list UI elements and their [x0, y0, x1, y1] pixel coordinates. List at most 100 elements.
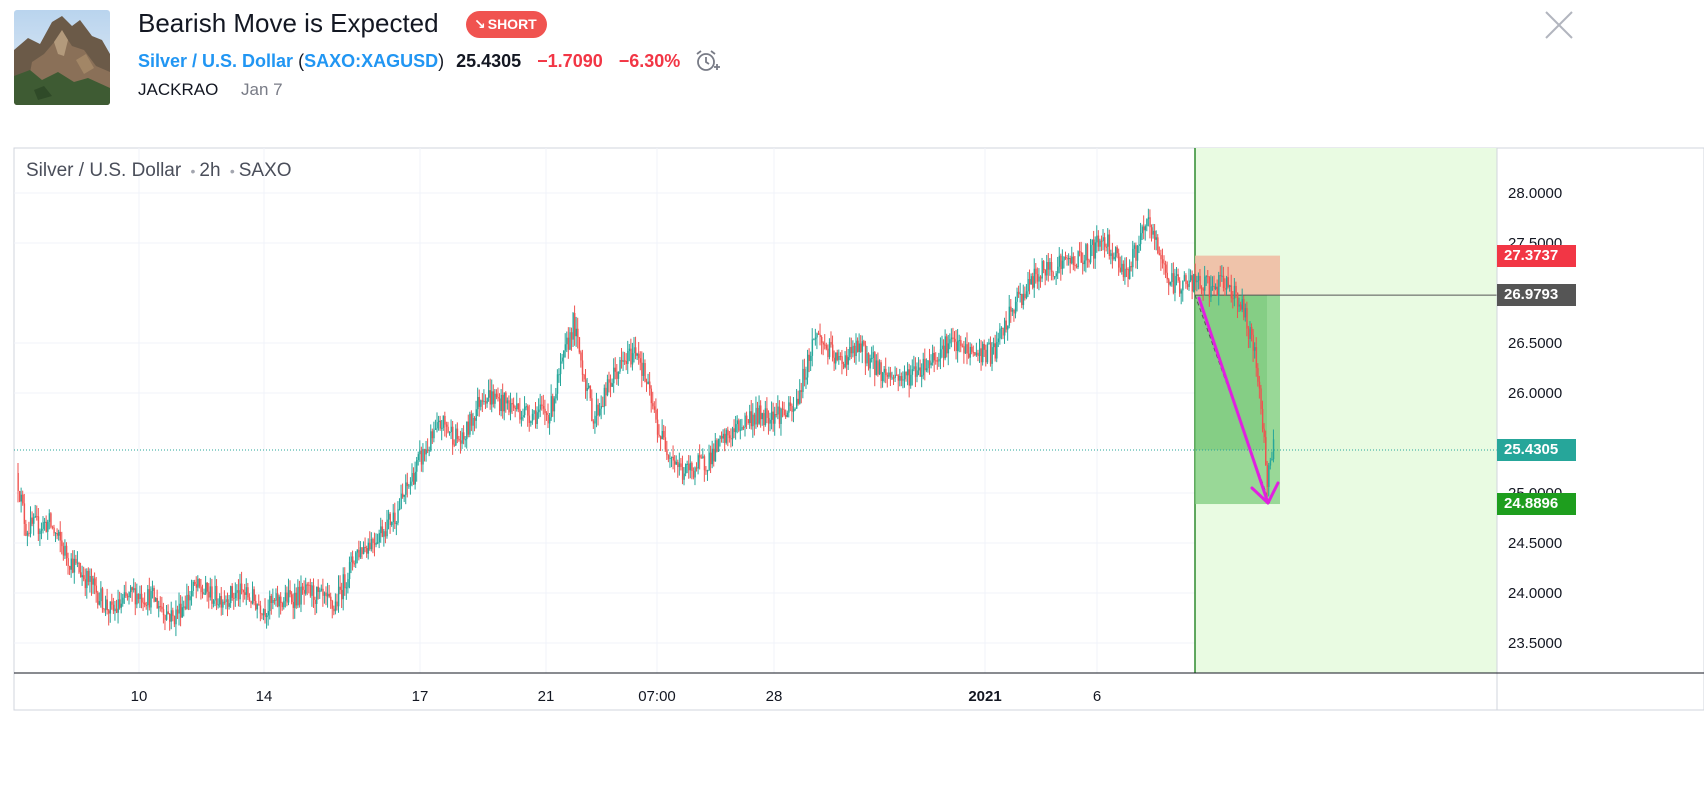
candle-body: [29, 517, 32, 534]
candle-body: [689, 462, 692, 471]
candle-body: [366, 548, 368, 554]
symbol-code-link[interactable]: SAXO:XAGUSD: [304, 50, 439, 71]
candle-body: [1175, 274, 1178, 276]
candle-body: [358, 549, 360, 558]
candle-body: [79, 572, 82, 578]
candle-body: [33, 517, 35, 524]
candle-body: [350, 556, 352, 563]
candle-body: [617, 371, 620, 379]
candle-body: [491, 391, 493, 405]
candle-body: [489, 390, 492, 405]
candle-body: [647, 381, 649, 384]
candle-body: [681, 467, 684, 480]
candle-body: [156, 597, 158, 609]
candle-body: [583, 374, 585, 380]
candle-body: [1199, 275, 1201, 289]
candle-body: [957, 340, 959, 351]
candle-body: [982, 343, 984, 363]
candle-body: [570, 332, 573, 340]
candle-body: [758, 405, 760, 424]
candle-body: [1213, 285, 1215, 290]
candle-body: [728, 435, 731, 439]
candle-body: [397, 509, 399, 523]
candle-body: [556, 374, 559, 394]
symbol-name-link[interactable]: Silver / U.S. Dollar: [138, 50, 294, 71]
candle-body: [858, 343, 860, 352]
candle-body: [459, 440, 462, 444]
candle-body: [25, 523, 27, 536]
candle-body: [1010, 306, 1012, 312]
candle-body: [781, 408, 784, 410]
candle-body: [513, 404, 515, 408]
author-avatar[interactable]: [14, 10, 110, 105]
author-name-link[interactable]: JACKRAO: [138, 80, 219, 99]
legend-exchange: SAXO: [238, 160, 292, 181]
candle-body: [613, 367, 615, 384]
candle-body: [1251, 326, 1253, 335]
candle-body: [1185, 275, 1187, 285]
candle-body: [836, 352, 839, 360]
candle-body: [431, 431, 434, 439]
candle-body: [151, 587, 154, 591]
candle-body: [774, 414, 776, 424]
candle-body: [1063, 257, 1065, 261]
candle-body: [203, 593, 205, 595]
candle-body: [747, 419, 749, 424]
candle-body: [1100, 240, 1103, 242]
candle-body: [752, 414, 754, 427]
candle-body: [353, 563, 355, 565]
candle-body: [411, 473, 413, 482]
candle-body: [1114, 247, 1117, 257]
candle-body: [348, 562, 351, 580]
candle-body: [874, 352, 876, 375]
candle-body: [1235, 285, 1237, 293]
candle-body: [794, 408, 796, 410]
candle-body: [148, 589, 151, 608]
candle-body: [83, 575, 85, 580]
candle-body: [1149, 217, 1151, 228]
candle-body: [928, 360, 931, 366]
candle-body: [1186, 284, 1189, 287]
candle-body: [917, 367, 920, 371]
time-tick-label: 21: [538, 688, 555, 705]
time-tick-label: 28: [766, 688, 783, 705]
candle-body: [1124, 268, 1126, 278]
candle-body: [1202, 288, 1204, 291]
candle-body: [614, 367, 617, 372]
candle-body: [270, 595, 273, 603]
candle-body: [541, 404, 543, 407]
candle-body: [294, 592, 296, 608]
candle-body: [70, 558, 73, 570]
candle-body: [477, 397, 479, 410]
candle-body: [89, 575, 91, 582]
candle-body: [663, 430, 665, 438]
candle-body: [344, 574, 346, 589]
candle-body: [445, 424, 448, 427]
candle-body: [860, 343, 862, 352]
candle-body: [1036, 274, 1039, 282]
candle-body: [907, 369, 909, 376]
candle-body: [1260, 388, 1262, 409]
candle-body: [67, 558, 69, 566]
candle-body: [764, 408, 767, 426]
candle-body: [133, 588, 135, 591]
candle-body: [549, 417, 551, 424]
candle-body: [447, 426, 449, 433]
candle-body: [1216, 286, 1219, 296]
candle-body: [473, 417, 476, 421]
candle-body: [242, 590, 244, 593]
candle-body: [941, 345, 943, 350]
candle-body: [520, 417, 523, 420]
candle-body: [312, 585, 315, 600]
candle-body: [359, 547, 362, 558]
add-alert-icon[interactable]: [694, 48, 721, 74]
candle-body: [342, 574, 345, 600]
candle-body: [1255, 347, 1258, 368]
candle-body: [45, 521, 47, 532]
close-icon[interactable]: [1542, 8, 1576, 42]
candle-body: [355, 552, 357, 564]
candle-body: [991, 347, 993, 364]
candle-body: [142, 602, 144, 604]
candle-body: [767, 417, 770, 424]
